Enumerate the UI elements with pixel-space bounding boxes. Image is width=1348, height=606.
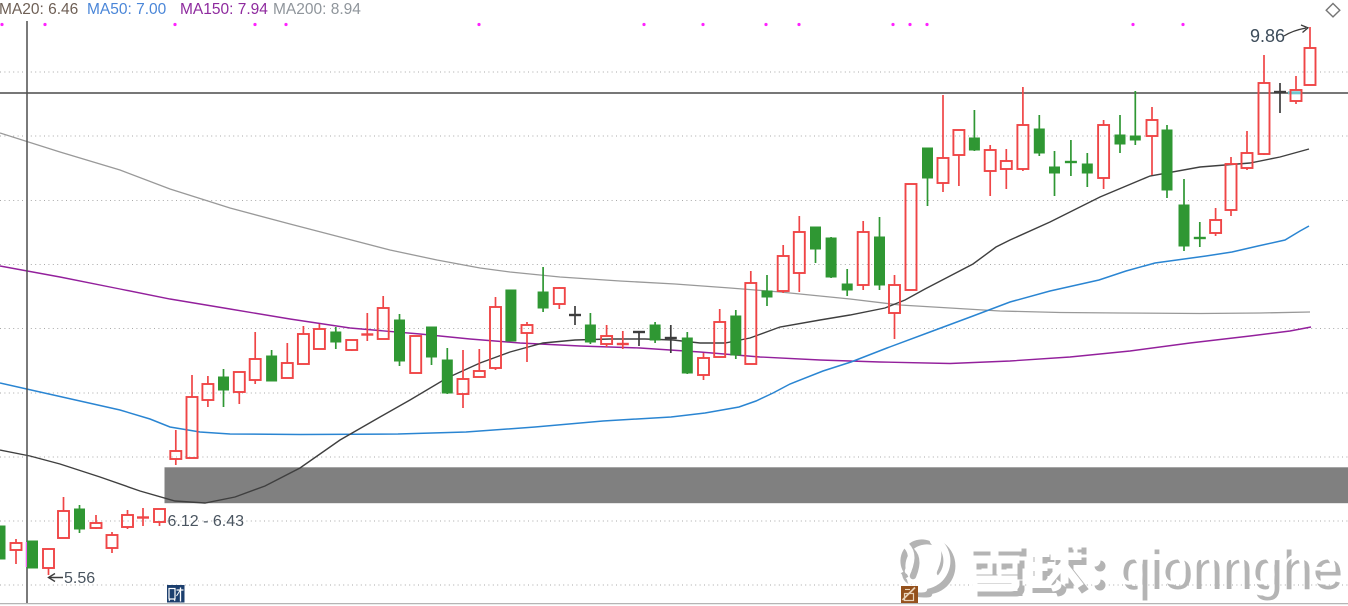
svg-text:qionnghe: qionnghe [1121, 539, 1343, 601]
svg-text:MA200: 8.94: MA200: 8.94 [273, 1, 361, 18]
svg-text:9.86: 9.86 [1250, 26, 1285, 46]
svg-text:MA50: 7.00: MA50: 7.00 [87, 1, 167, 18]
svg-text:5.56: 5.56 [64, 570, 95, 587]
svg-text:6.12 - 6.43: 6.12 - 6.43 [168, 513, 245, 530]
svg-text:MA150: 7.94: MA150: 7.94 [180, 1, 268, 18]
svg-text:qionnghe: qionnghe [1116, 534, 1338, 596]
svg-text:MA20: 6.46: MA20: 6.46 [0, 1, 78, 18]
